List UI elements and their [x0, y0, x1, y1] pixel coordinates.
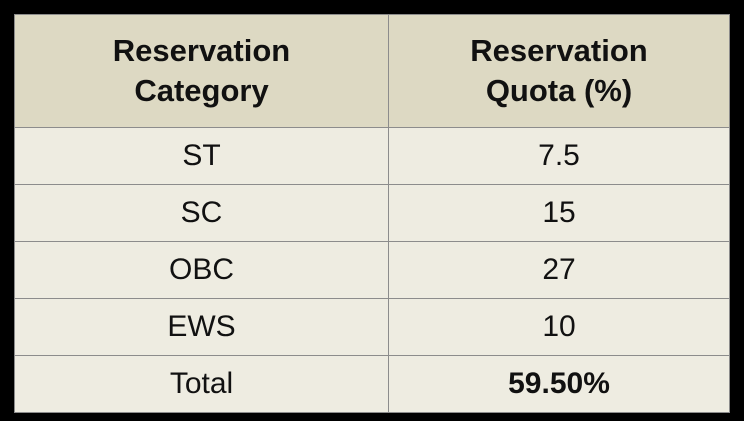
cell: 15: [388, 184, 730, 242]
row: EWS 10: [14, 298, 730, 356]
cell: Total: [14, 355, 389, 413]
header-text: Reservation Quota (%): [470, 33, 648, 108]
header-text: Reservation Category: [112, 33, 291, 108]
reservation-table: Reservation Category Reservation Quota (…: [14, 14, 730, 413]
table-frame: Reservation Category Reservation Quota (…: [12, 12, 732, 413]
cell: OBC: [14, 241, 389, 299]
cell: 7.5: [388, 127, 730, 185]
row: ST 7.5: [14, 127, 730, 185]
cell: 10: [388, 298, 730, 356]
cell: ST: [14, 127, 389, 185]
total-cell: 59.50%: [388, 355, 730, 413]
header-cell: Reservation Quota (%): [388, 14, 730, 128]
row: SC 15: [14, 184, 730, 242]
header-row: Reservation Category Reservation Quota (…: [14, 14, 730, 128]
cell: EWS: [14, 298, 389, 356]
total-row: Total 59.50%: [14, 355, 730, 413]
cell: 27: [388, 241, 730, 299]
header-cell: Reservation Category: [14, 14, 389, 128]
cell: SC: [14, 184, 389, 242]
row: OBC 27: [14, 241, 730, 299]
